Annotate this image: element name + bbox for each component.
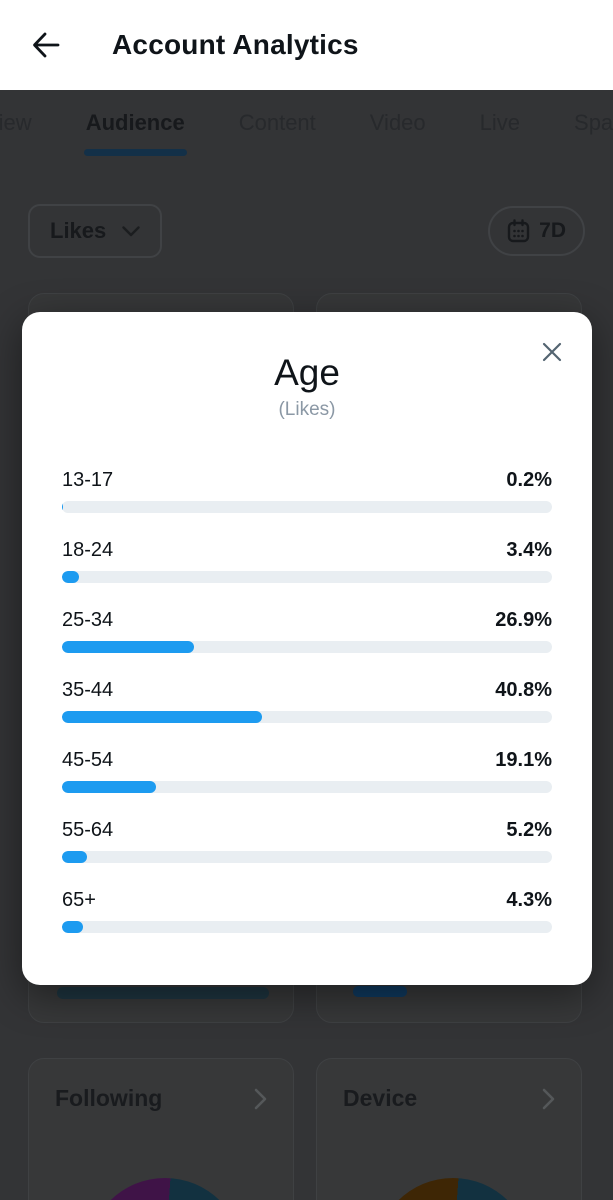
progress-bar-fill [62,851,88,863]
chevron-right-icon [254,1088,267,1110]
device-pie-chart [375,1178,531,1200]
progress-bar-track [62,851,552,863]
age-modal: Age (Likes) 13-17 0.2% 18-24 3.4% 25-34 … [22,312,592,985]
back-button[interactable] [28,27,64,63]
arrow-left-icon [33,32,60,58]
following-card-title: Following [55,1085,163,1111]
modal-subtitle: (Likes) [278,399,336,420]
tab-overview[interactable]: Overview [0,110,32,135]
age-percentage-value: 3.4% [506,539,552,561]
progress-bar-fill [62,501,63,513]
age-range-label: 35-44 [62,679,114,701]
tab-video[interactable]: Video [369,110,426,135]
background-bar [353,986,407,997]
progress-bar-track [62,501,552,513]
following-pie-chart [87,1178,243,1200]
age-percentage-value: 0.2% [506,469,552,491]
age-distribution-list: 13-17 0.2% 18-24 3.4% 25-34 26.9% 35-44 … [62,469,552,933]
page-header: Account Analytics [0,0,613,90]
age-row: 25-34 26.9% [62,609,552,653]
age-percentage-value: 4.3% [506,889,552,911]
metric-dropdown-label: Likes [50,218,107,243]
progress-bar-track [62,711,552,723]
age-range-label: 18-24 [62,539,114,561]
age-range-label: 45-54 [62,749,114,771]
progress-bar-fill [62,781,156,793]
age-percentage-value: 26.9% [495,609,552,631]
filter-row: Likes 7D [28,204,585,258]
analytics-tabbar: Overview Audience Content Video Live Spa… [0,90,613,170]
age-row: 65+ 4.3% [62,889,552,933]
device-card-title: Device [343,1085,418,1111]
tab-spaces[interactable]: Spaces [574,110,613,135]
progress-bar-fill [62,571,79,583]
metric-dropdown[interactable]: Likes [28,204,163,258]
background-bar [57,987,269,999]
progress-bar-track [62,781,552,793]
date-range-button[interactable]: 7D [488,206,585,256]
progress-bar-fill [62,641,194,653]
age-row: 45-54 19.1% [62,749,552,793]
close-icon [542,342,562,362]
device-card[interactable]: Device [316,1058,582,1200]
calendar-icon [507,219,530,243]
progress-bar-fill [62,921,84,933]
chevron-right-icon [542,1088,555,1110]
chevron-down-icon [122,225,140,237]
following-card[interactable]: Following [28,1058,294,1200]
progress-bar-track [62,641,552,653]
page-title: Account Analytics [112,29,359,60]
tab-live[interactable]: Live [479,110,521,135]
age-range-label: 25-34 [62,609,114,631]
tab-audience[interactable]: Audience [83,110,187,170]
age-row: 35-44 40.8% [62,679,552,723]
date-range-label: 7D [539,219,566,242]
age-range-label: 13-17 [62,469,114,491]
close-button[interactable] [538,338,566,366]
age-row: 55-64 5.2% [62,819,552,863]
age-percentage-value: 5.2% [506,819,552,841]
active-tab-underline [83,149,187,156]
age-range-label: 65+ [62,889,96,911]
progress-bar-track [62,571,552,583]
tab-content[interactable]: Content [238,110,316,135]
modal-title: Age [274,352,340,393]
age-row: 18-24 3.4% [62,539,552,583]
age-row: 13-17 0.2% [62,469,552,513]
age-percentage-value: 40.8% [495,679,552,701]
age-range-label: 55-64 [62,819,114,841]
age-percentage-value: 19.1% [495,749,552,771]
progress-bar-track [62,921,552,933]
progress-bar-fill [62,711,262,723]
